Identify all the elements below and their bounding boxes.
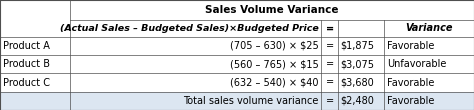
- Text: Variance: Variance: [405, 24, 453, 33]
- Bar: [0, 55, 474, 73]
- Bar: [0, 0, 70, 37]
- Text: Total sales volume variance: Total sales volume variance: [183, 96, 319, 106]
- Text: Product B: Product B: [3, 59, 50, 69]
- Text: Unfavorable: Unfavorable: [387, 59, 447, 69]
- Text: =: =: [326, 59, 334, 69]
- Bar: [70, 20, 474, 37]
- Text: Sales Volume Variance: Sales Volume Variance: [205, 5, 339, 15]
- Text: Favorable: Favorable: [387, 41, 435, 51]
- Text: (705 – 630) × $25: (705 – 630) × $25: [230, 41, 319, 51]
- Text: =: =: [326, 41, 334, 51]
- Bar: [0, 73, 474, 92]
- Text: (Actual Sales – Budgeted Sales)×Budgeted Price: (Actual Sales – Budgeted Sales)×Budgeted…: [60, 24, 319, 33]
- Text: $3,075: $3,075: [340, 59, 374, 69]
- Text: (560 – 765) × $15: (560 – 765) × $15: [230, 59, 319, 69]
- Text: $2,480: $2,480: [340, 96, 374, 106]
- Text: =: =: [326, 78, 334, 88]
- Text: =: =: [326, 24, 334, 33]
- Text: $3,680: $3,680: [340, 78, 374, 88]
- Bar: [70, 0, 474, 20]
- Text: Product C: Product C: [3, 78, 50, 88]
- Text: (632 – 540) × $40: (632 – 540) × $40: [230, 78, 319, 88]
- Text: =: =: [326, 96, 334, 106]
- Text: Favorable: Favorable: [387, 78, 435, 88]
- Bar: [0, 37, 474, 55]
- Text: Favorable: Favorable: [387, 96, 435, 106]
- Text: Product A: Product A: [3, 41, 50, 51]
- Bar: [0, 92, 474, 110]
- Text: $1,875: $1,875: [340, 41, 374, 51]
